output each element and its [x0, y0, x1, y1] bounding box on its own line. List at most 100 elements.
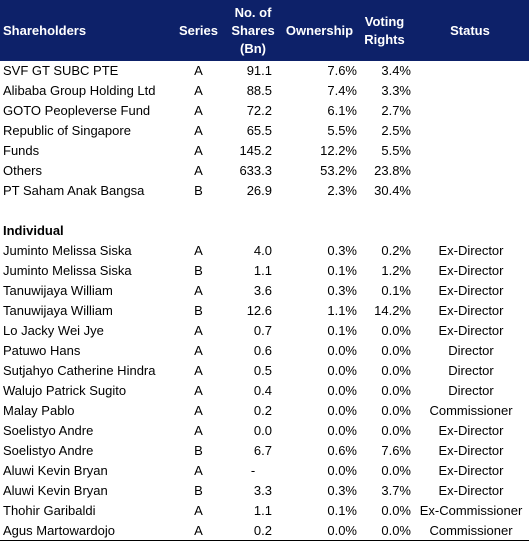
table-row: Thohir Garibaldi A 1.1 0.1% 0.0% Ex-Commissio… — [0, 501, 529, 521]
cell-status: Director — [448, 383, 494, 398]
cell-ownership: 0.3% — [327, 483, 357, 498]
cell-series: B — [194, 183, 203, 198]
header-voting-line1: Voting — [364, 13, 405, 29]
table-header: Shareholders Series No. of Shares (Bn) O… — [0, 0, 529, 61]
cell-shares: 3.6 — [253, 283, 272, 298]
cell-series: B — [194, 483, 203, 498]
cell-status: Ex-Director — [438, 303, 504, 318]
cell-shares: 91.1 — [246, 63, 272, 78]
cell-shares: 0.6 — [253, 343, 272, 358]
cell-ownership: 7.4% — [327, 83, 357, 98]
cell-ownership: 1.1% — [327, 303, 357, 318]
cell-series: B — [194, 303, 203, 318]
table-row: SVF GT SUBC PTE A 91.1 7.6% 3.4% — [0, 61, 529, 81]
cell-status: Commissioner — [429, 523, 513, 538]
header-ownership: Ownership — [282, 0, 357, 61]
spacer-row — [0, 201, 529, 221]
header-ownership-label: Ownership — [285, 22, 354, 38]
header-shares: No. of Shares (Bn) — [227, 0, 279, 61]
cell-voting: 0.0% — [381, 503, 411, 518]
cell-voting: 23.8% — [374, 163, 411, 178]
cell-voting: 3.3% — [381, 83, 411, 98]
cell-shareholder: Walujo Patrick Sugito — [3, 383, 127, 398]
header-voting: Voting Rights — [358, 0, 411, 61]
cell-voting: 0.0% — [381, 343, 411, 358]
header-series-label: Series — [178, 22, 219, 38]
cell-shareholder: Malay Pablo — [3, 403, 75, 418]
section-title-individual: Individual — [0, 221, 529, 241]
cell-ownership: 7.6% — [327, 63, 357, 78]
cell-shares: 3.3 — [253, 483, 272, 498]
cell-status: Commissioner — [429, 403, 513, 418]
cell-shareholder: Thohir Garibaldi — [3, 503, 96, 518]
table-row: Agus Martowardojo A 0.2 0.0% 0.0% Commissione… — [0, 521, 529, 541]
cell-series: A — [194, 163, 203, 178]
cell-ownership: 0.1% — [327, 323, 357, 338]
cell-shareholder: Agus Martowardojo — [3, 523, 115, 538]
cell-shareholder: Others — [3, 163, 43, 178]
table-row: Funds A 145.2 12.2% 5.5% — [0, 141, 529, 161]
table-row: Juminto Melissa Siska A 4.0 0.3% 0.2% Ex-Dire… — [0, 241, 529, 261]
cell-voting: 0.0% — [381, 523, 411, 538]
table-row: Soelistyo Andre A 0.0 0.0% 0.0% Ex-Director — [0, 421, 529, 441]
cell-shareholder: Aluwi Kevin Bryan — [3, 483, 108, 498]
cell-voting: 2.5% — [381, 123, 411, 138]
cell-shareholder: Alibaba Group Holding Ltd — [3, 83, 156, 98]
cell-shareholder: GOTO Peopleverse Fund — [3, 103, 151, 118]
cell-series: A — [194, 283, 203, 298]
header-shares-line1: No. of — [234, 4, 272, 20]
cell-voting: 1.2% — [381, 263, 411, 278]
table-row: Lo Jacky Wei Jye A 0.7 0.1% 0.0% Ex-Director — [0, 321, 529, 341]
cell-shares: 72.2 — [246, 103, 272, 118]
individual-rows: Juminto Melissa Siska A 4.0 0.3% 0.2% Ex-Dire… — [0, 241, 529, 541]
cell-ownership: 0.3% — [327, 283, 357, 298]
cell-series: A — [194, 103, 203, 118]
header-shareholders: Shareholders — [3, 0, 86, 61]
cell-voting: 0.0% — [381, 463, 411, 478]
table-body: SVF GT SUBC PTE A 91.1 7.6% 3.4% Alibaba Grou… — [0, 61, 529, 541]
cell-status: Ex-Director — [438, 423, 504, 438]
institutional-rows: SVF GT SUBC PTE A 91.1 7.6% 3.4% Alibaba Grou… — [0, 61, 529, 201]
cell-status: Ex-Director — [438, 443, 504, 458]
cell-shares: 0.5 — [253, 363, 272, 378]
cell-voting: 7.6% — [381, 443, 411, 458]
cell-voting: 14.2% — [374, 303, 411, 318]
cell-ownership: 0.0% — [327, 403, 357, 418]
cell-series: A — [194, 403, 203, 418]
header-shareholders-label: Shareholders — [3, 22, 87, 38]
cell-ownership: 0.1% — [327, 503, 357, 518]
cell-shareholder: Aluwi Kevin Bryan — [3, 463, 108, 478]
cell-series: A — [194, 523, 203, 538]
table-row: GOTO Peopleverse Fund A 72.2 6.1% 2.7% — [0, 101, 529, 121]
cell-status: Director — [448, 343, 494, 358]
cell-shareholder: Juminto Melissa Siska — [3, 243, 132, 258]
table-row: Others A 633.3 53.2% 23.8% — [0, 161, 529, 181]
cell-status: Ex-Director — [438, 283, 504, 298]
table-row: Walujo Patrick Sugito A 0.4 0.0% 0.0% Directo… — [0, 381, 529, 401]
cell-status: Ex-Director — [438, 463, 504, 478]
cell-shareholder: Tanuwijaya William — [3, 283, 113, 298]
cell-ownership: 0.0% — [327, 363, 357, 378]
cell-voting: 5.5% — [381, 143, 411, 158]
cell-shares: 0.2 — [253, 523, 272, 538]
cell-voting: 0.2% — [381, 243, 411, 258]
cell-shareholder: Soelistyo Andre — [3, 423, 94, 438]
cell-shareholder: Sutjahyo Catherine Hindra — [3, 363, 156, 378]
table-row: Malay Pablo A 0.2 0.0% 0.0% Commissioner — [0, 401, 529, 421]
cell-shareholder: Republic of Singapore — [3, 123, 131, 138]
cell-shares: - — [250, 463, 256, 478]
cell-voting: 30.4% — [374, 183, 411, 198]
cell-shares: 1.1 — [253, 503, 272, 518]
table-row: Alibaba Group Holding Ltd A 88.5 7.4% 3.3% — [0, 81, 529, 101]
cell-shares: 0.2 — [253, 403, 272, 418]
cell-voting: 3.7% — [381, 483, 411, 498]
cell-series: A — [194, 123, 203, 138]
cell-shares: 4.0 — [253, 243, 272, 258]
cell-series: A — [194, 363, 203, 378]
cell-series: B — [194, 443, 203, 458]
cell-series: A — [194, 83, 203, 98]
cell-voting: 0.0% — [381, 323, 411, 338]
cell-voting: 0.1% — [381, 283, 411, 298]
cell-shares: 633.3 — [239, 163, 272, 178]
cell-shareholder: Lo Jacky Wei Jye — [3, 323, 104, 338]
